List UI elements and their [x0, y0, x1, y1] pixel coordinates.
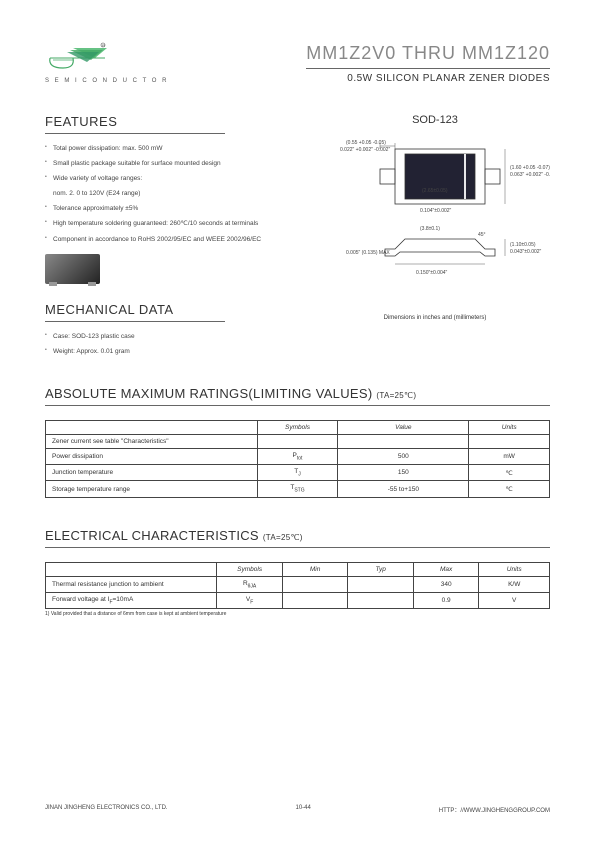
feature-item: Total power dissipation: max. 500 mW	[45, 144, 300, 153]
package-name: SOD-123	[320, 114, 550, 126]
svg-text:0.150"±0.004": 0.150"±0.004"	[416, 270, 448, 276]
package-caption: Dimensions in inches and (millimeters)	[320, 315, 550, 321]
svg-text:(1.10±0.05): (1.10±0.05)	[510, 242, 536, 248]
product-subtitle: 0.5W SILICON PLANAR ZENER DIODES	[306, 73, 550, 84]
table-header: Typ	[348, 562, 414, 576]
svg-text:(0.55 +0.05 -0.05): (0.55 +0.05 -0.05)	[346, 140, 386, 146]
feature-item: Wide variety of voltage ranges:	[45, 174, 300, 183]
package-drawing: (0.55 +0.05 -0.05) 0.022" +0.002" -0.002…	[320, 134, 550, 304]
component-photo	[45, 254, 100, 284]
abs-max-heading-text: ABSOLUTE MAXIMUM RATINGS(LIMITING VALUES…	[45, 386, 372, 401]
table-row: Forward voltage at IF=10mA VF 0.9 V	[46, 593, 550, 609]
company-logo: R S E M I C O N D U C T O R	[45, 40, 168, 84]
mechanical-list: Case: SOD-123 plastic case Weight: Appro…	[45, 332, 300, 356]
table-row: Storage temperature range TSTG -55 to+15…	[46, 481, 550, 497]
svg-text:0.104"±0.002": 0.104"±0.002"	[420, 208, 452, 214]
svg-text:0.005" (0.135) MAX: 0.005" (0.135) MAX	[346, 250, 390, 256]
abs-max-heading: ABSOLUTE MAXIMUM RATINGS(LIMITING VALUES…	[45, 386, 550, 406]
logo-subtitle: S E M I C O N D U C T O R	[45, 78, 168, 84]
page-footer: JINAN JINGHENG ELECTRONICS CO., LTD. 10-…	[45, 805, 550, 814]
table-header: Units	[479, 562, 550, 576]
svg-text:0.063" +0.002" -0.003": 0.063" +0.002" -0.003"	[510, 172, 550, 178]
svg-text:(1.60 +0.05 -0.07): (1.60 +0.05 -0.07)	[510, 165, 550, 171]
svg-text:(3.8±0.1): (3.8±0.1)	[420, 226, 440, 232]
svg-text:0.043"±0.002": 0.043"±0.002"	[510, 249, 542, 255]
part-number-title: MM1Z2V0 THRU MM1Z120	[306, 43, 550, 69]
footer-page-number: 10-44	[295, 805, 310, 814]
mech-item: Weight: Approx. 0.01 gram	[45, 347, 300, 356]
table-header: Units	[469, 420, 550, 434]
footer-url: HTTP：//WWW.JINGHENGGROUP.COM	[439, 805, 550, 814]
mechanical-heading: MECHANICAL DATA	[45, 302, 225, 322]
elec-footnote: 1) Valid provided that a distance of 6mm…	[45, 611, 550, 617]
feature-item: Small plastic package suitable for surfa…	[45, 159, 300, 168]
elec-heading-text: ELECTRICAL CHARACTERISTICS	[45, 528, 259, 543]
table-header	[46, 420, 258, 434]
svg-text:R: R	[102, 43, 105, 48]
table-header	[46, 562, 217, 576]
elec-heading: ELECTRICAL CHARACTERISTICS (TA=25℃)	[45, 528, 550, 548]
feature-item: Tolerance approximately ±5%	[45, 204, 300, 213]
feature-item: Component in accordance to RoHS 2002/95/…	[45, 235, 300, 244]
feature-item: High temperature soldering guaranteed: 2…	[45, 219, 300, 228]
table-row: Power dissipation Ptot 500 mW	[46, 448, 550, 464]
elec-condition: (TA=25℃)	[263, 533, 303, 542]
table-row: Thermal resistance junction to ambient R…	[46, 576, 550, 592]
table-header: Symbols	[217, 562, 283, 576]
feature-item: nom. 2. 0 to 120V (E24 range)	[45, 189, 300, 198]
table-header: Value	[338, 420, 469, 434]
table-row: Zener current see table "Characteristics…	[46, 434, 550, 448]
svg-text:0.022" +0.002" -0.002": 0.022" +0.002" -0.002"	[340, 147, 390, 153]
abs-max-condition: (TA=25℃)	[376, 391, 416, 400]
mech-item: Case: SOD-123 plastic case	[45, 332, 300, 341]
table-header: Min	[282, 562, 348, 576]
features-heading: FEATURES	[45, 114, 225, 134]
elec-table: Symbols Min Typ Max Units Thermal resist…	[45, 562, 550, 610]
table-header: Max	[413, 562, 479, 576]
table-row: Junction temperature TJ 150 ℃	[46, 465, 550, 481]
svg-text:(2.65±0.05): (2.65±0.05)	[422, 188, 448, 194]
svg-text:45°: 45°	[478, 232, 486, 238]
features-list: Total power dissipation: max. 500 mW Sma…	[45, 144, 300, 244]
table-header: Symbols	[257, 420, 338, 434]
footer-company: JINAN JINGHENG ELECTRONICS CO., LTD.	[45, 805, 168, 814]
abs-max-table: Symbols Value Units Zener current see ta…	[45, 420, 550, 498]
